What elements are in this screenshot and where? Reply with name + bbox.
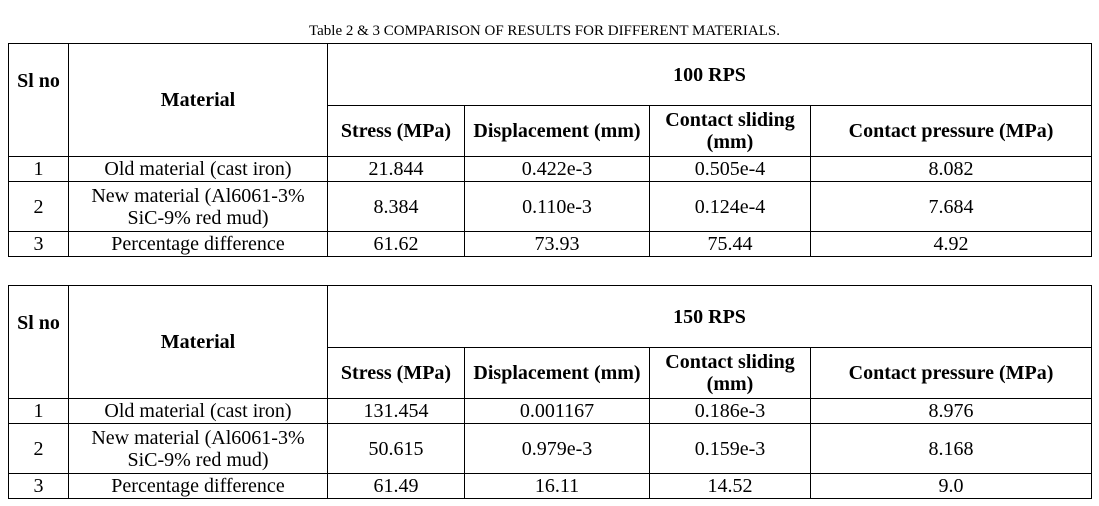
header-material: Material xyxy=(68,285,328,399)
cell-contact-sliding: 0.159e-3 xyxy=(649,423,811,474)
cell-contact-pressure: 8.168 xyxy=(809,423,1093,474)
cell-sl: 2 xyxy=(8,423,69,474)
cell-material: Old material (cast iron) xyxy=(68,398,328,424)
cell-stress: 61.49 xyxy=(327,473,465,499)
header-sl-no: Sl no xyxy=(8,285,69,399)
cell-displacement: 73.93 xyxy=(464,231,650,257)
cell-contact-pressure: 4.92 xyxy=(809,231,1093,257)
cell-material: Old material (cast iron) xyxy=(68,156,328,182)
cell-sl: 1 xyxy=(8,398,69,424)
table-row: 1 Old material (cast iron) 131.454 0.001… xyxy=(8,398,1093,424)
cell-sl: 1 xyxy=(8,156,69,182)
cell-contact-pressure: 9.0 xyxy=(809,473,1093,499)
cell-contact-sliding: 14.52 xyxy=(649,473,811,499)
cell-material: New material (Al6061-3% SiC-9% red mud) xyxy=(68,423,328,474)
header-sl-no: Sl no xyxy=(8,43,69,157)
cell-sl: 2 xyxy=(8,181,69,232)
cell-stress: 8.384 xyxy=(327,181,465,232)
header-material: Material xyxy=(68,43,328,157)
subheader-row: Stress (MPa) Displacement (mm) Contact s… xyxy=(9,347,1093,399)
table-row: 2 New material (Al6061-3% SiC-9% red mud… xyxy=(8,181,1093,232)
header-row: Sl no Material 150 RPS xyxy=(8,285,1093,399)
table-row: 2 New material (Al6061-3% SiC-9% red mud… xyxy=(8,423,1093,474)
header-contact-pressure: Contact pressure (MPa) xyxy=(809,105,1093,157)
header-contact-sliding: Contact sliding (mm) xyxy=(649,347,811,399)
header-stress: Stress (MPa) xyxy=(327,347,465,399)
cell-stress: 131.454 xyxy=(327,398,465,424)
table-caption: Table 2 & 3 COMPARISON OF RESULTS FOR DI… xyxy=(309,23,780,39)
header-speed: 100 RPS xyxy=(326,43,1093,106)
cell-contact-sliding: 0.124e-4 xyxy=(649,181,811,232)
cell-contact-pressure: 8.082 xyxy=(809,156,1093,182)
cell-displacement: 0.422e-3 xyxy=(464,156,650,182)
cell-displacement: 16.11 xyxy=(464,473,650,499)
cell-material: Percentage difference xyxy=(68,231,328,257)
cell-material: New material (Al6061-3% SiC-9% red mud) xyxy=(68,181,328,232)
cell-stress: 61.62 xyxy=(327,231,465,257)
header-displacement: Displacement (mm) xyxy=(464,105,650,157)
cell-sl: 3 xyxy=(8,231,69,257)
cell-contact-sliding: 0.505e-4 xyxy=(649,156,811,182)
results-table-150-rps: Sl no Material 150 RPS Stress (MPa) Disp… xyxy=(8,285,1093,499)
header-stress: Stress (MPa) xyxy=(327,105,465,157)
table-row: 3 Percentage difference 61.62 73.93 75.4… xyxy=(8,231,1093,257)
subheader-row: Stress (MPa) Displacement (mm) Contact s… xyxy=(9,105,1093,157)
cell-displacement: 0.979e-3 xyxy=(464,423,650,474)
header-speed: 150 RPS xyxy=(326,285,1093,348)
cell-material: Percentage difference xyxy=(68,473,328,499)
header-displacement: Displacement (mm) xyxy=(464,347,650,399)
cell-stress: 50.615 xyxy=(327,423,465,474)
header-contact-pressure: Contact pressure (MPa) xyxy=(809,347,1093,399)
table-row: 1 Old material (cast iron) 21.844 0.422e… xyxy=(8,156,1093,182)
header-row: Sl no Material 100 RPS xyxy=(8,43,1093,157)
table-row: 3 Percentage difference 61.49 16.11 14.5… xyxy=(8,473,1093,499)
cell-displacement: 0.001167 xyxy=(464,398,650,424)
cell-displacement: 0.110e-3 xyxy=(464,181,650,232)
cell-contact-pressure: 7.684 xyxy=(809,181,1093,232)
cell-stress: 21.844 xyxy=(327,156,465,182)
results-table-100-rps: Sl no Material 100 RPS Stress (MPa) Disp… xyxy=(8,43,1093,257)
header-contact-sliding: Contact sliding (mm) xyxy=(649,105,811,157)
cell-contact-sliding: 0.186e-3 xyxy=(649,398,811,424)
cell-sl: 3 xyxy=(8,473,69,499)
cell-contact-pressure: 8.976 xyxy=(809,398,1093,424)
cell-contact-sliding: 75.44 xyxy=(649,231,811,257)
